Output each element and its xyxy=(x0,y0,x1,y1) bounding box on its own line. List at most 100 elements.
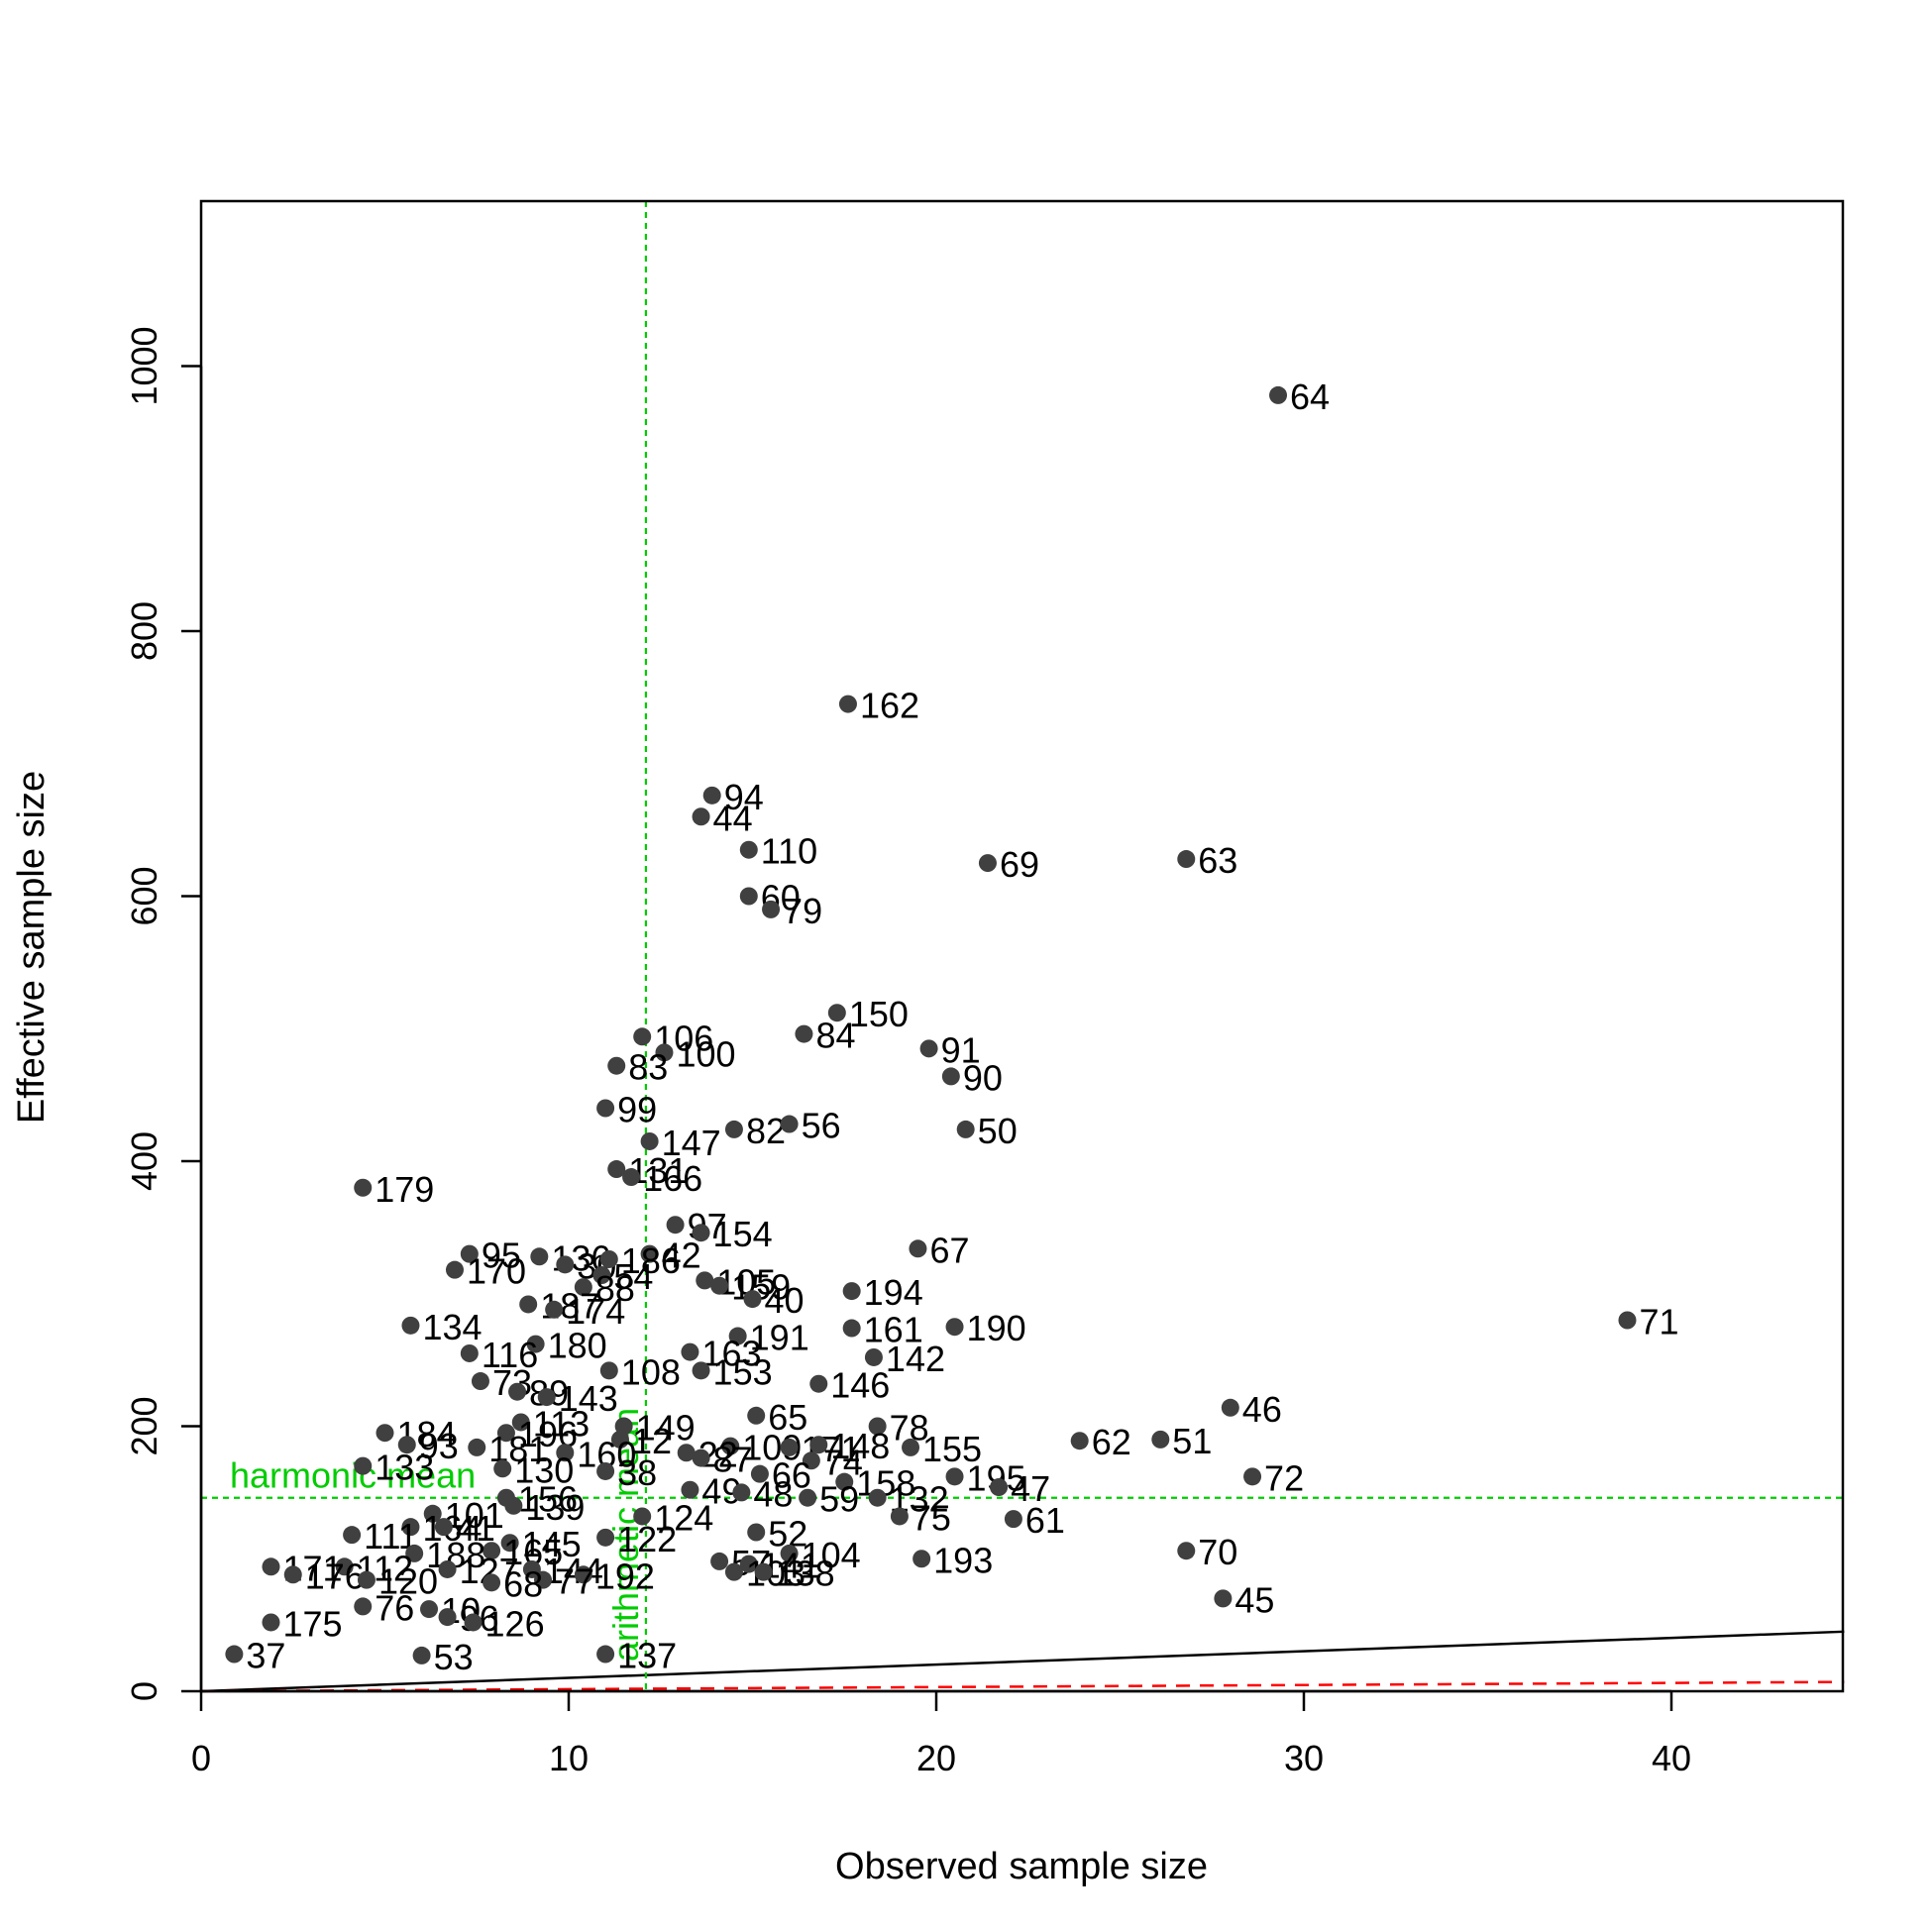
data-point xyxy=(692,1449,710,1467)
data-point xyxy=(493,1459,512,1478)
point-label: 110 xyxy=(761,831,817,872)
x-tick-label: 0 xyxy=(191,1738,211,1778)
point-label: 64 xyxy=(1290,376,1330,417)
point-label: 75 xyxy=(912,1497,951,1538)
data-point xyxy=(909,1239,927,1258)
data-point xyxy=(762,900,781,918)
point-label: 180 xyxy=(548,1326,607,1366)
data-point xyxy=(354,1178,373,1197)
point-label: 156 xyxy=(518,1479,578,1520)
data-point xyxy=(835,1472,854,1491)
data-point xyxy=(827,1004,846,1022)
data-point xyxy=(732,1483,751,1502)
data-point xyxy=(710,1276,729,1295)
point-label: 141 xyxy=(761,1546,820,1586)
lines-layer xyxy=(200,1630,1845,1693)
data-point xyxy=(677,1444,696,1462)
y-tick-label: 200 xyxy=(124,1396,164,1455)
data-point xyxy=(633,1027,652,1046)
data-point xyxy=(545,1300,564,1319)
point-label: 192 xyxy=(595,1556,655,1596)
data-point xyxy=(739,840,758,859)
data-point xyxy=(423,1504,442,1523)
data-point xyxy=(522,1559,541,1578)
data-point xyxy=(724,1562,743,1581)
data-point xyxy=(500,1534,519,1553)
point-label: 62 xyxy=(1092,1422,1131,1462)
data-point xyxy=(412,1646,431,1664)
data-point xyxy=(445,1260,464,1279)
point-label: 146 xyxy=(830,1365,890,1406)
data-point xyxy=(721,1437,740,1455)
data-point xyxy=(890,1507,909,1526)
point-label: 90 xyxy=(963,1057,1003,1098)
point-label: 193 xyxy=(933,1540,993,1580)
x-axis-title: Observed sample size xyxy=(835,1846,1208,1887)
point-label: 56 xyxy=(802,1106,841,1146)
point-label: 131 xyxy=(628,1150,688,1191)
point-label: 130 xyxy=(514,1449,574,1490)
data-point xyxy=(283,1565,302,1584)
data-point xyxy=(607,1056,626,1075)
data-point xyxy=(537,1388,556,1407)
data-point xyxy=(912,1550,931,1568)
point-label: 139 xyxy=(525,1487,585,1528)
data-point xyxy=(574,1565,592,1584)
point-label: 51 xyxy=(1172,1421,1212,1461)
point-label: 70 xyxy=(1198,1532,1237,1572)
data-point xyxy=(471,1372,489,1391)
data-point xyxy=(681,1342,699,1361)
y-axis-title: Effective sample size xyxy=(11,771,53,1124)
data-point xyxy=(902,1438,920,1456)
data-point xyxy=(1070,1432,1089,1450)
data-point xyxy=(692,807,710,826)
point-label: 179 xyxy=(375,1169,434,1210)
point-label: 63 xyxy=(1198,840,1237,881)
data-point xyxy=(739,1555,758,1573)
data-point xyxy=(596,1099,615,1118)
point-label: 174 xyxy=(566,1291,625,1332)
point-label: 148 xyxy=(830,1426,890,1466)
data-point xyxy=(1269,385,1288,404)
point-label: 48 xyxy=(753,1473,793,1514)
point-label: 42 xyxy=(662,1235,701,1276)
data-point xyxy=(434,1518,453,1537)
data-point xyxy=(599,1249,618,1268)
point-label: 153 xyxy=(713,1351,773,1392)
point-label: 149 xyxy=(636,1408,696,1449)
dashed-reference-line xyxy=(200,1680,1845,1693)
point-label: 82 xyxy=(746,1111,786,1151)
data-point xyxy=(511,1413,530,1432)
data-point xyxy=(556,1444,575,1462)
x-tick-label: 30 xyxy=(1284,1738,1324,1778)
point-label: 91 xyxy=(941,1029,981,1070)
data-point xyxy=(868,1417,887,1436)
point-label: 93 xyxy=(419,1426,459,1466)
point-label: 144 xyxy=(544,1551,603,1591)
data-point xyxy=(508,1382,527,1401)
point-label: 12 xyxy=(632,1421,672,1461)
data-point xyxy=(438,1608,457,1627)
point-label: 104 xyxy=(802,1535,861,1575)
point-label: 120 xyxy=(378,1561,438,1602)
data-point xyxy=(335,1557,354,1576)
point-label: 38 xyxy=(617,1452,657,1493)
data-point xyxy=(401,1518,420,1537)
x-tick-label: 20 xyxy=(916,1738,956,1778)
data-point xyxy=(868,1488,887,1507)
point-label: 71 xyxy=(1639,1302,1678,1342)
data-point xyxy=(978,854,997,873)
point-label: 84 xyxy=(815,1016,855,1056)
point-label: 138 xyxy=(776,1554,835,1594)
point-label: 54 xyxy=(613,1256,653,1297)
data-point xyxy=(438,1559,457,1578)
data-point xyxy=(376,1424,394,1443)
point-label: 68 xyxy=(503,1563,543,1604)
point-label: 186 xyxy=(621,1240,681,1281)
data-point xyxy=(262,1557,280,1576)
point-label: 161 xyxy=(864,1310,923,1350)
point-label: 166 xyxy=(643,1158,702,1199)
